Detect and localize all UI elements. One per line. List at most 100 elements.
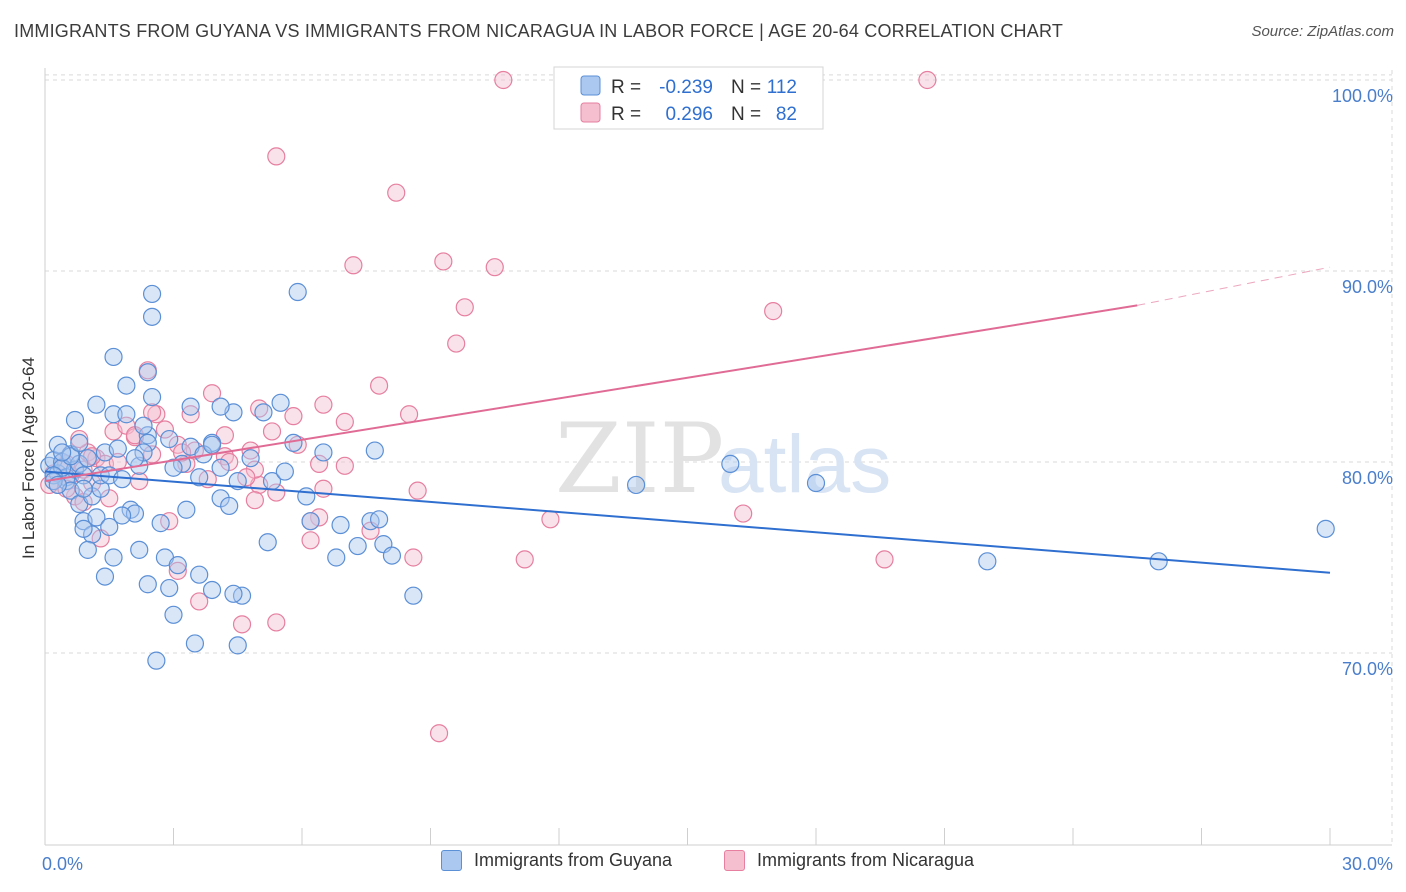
source-label: Source: ZipAtlas.com [1251,23,1394,40]
guyana-point [806,473,826,493]
guyana-point [978,552,997,571]
guyana-point [202,435,222,454]
correlation-legend: R = -0.239 N = 112 R = 0.296 N = 82 [553,66,824,130]
guyana-point [112,506,132,525]
legend-guyana-r-label: R = [611,77,641,98]
nicaragua-point [764,302,783,321]
guyana-point [254,403,273,422]
guyana-point [104,347,123,367]
nicaragua-point [142,403,162,422]
guyana-point [130,540,149,559]
guyana-point [177,500,196,519]
guyana-point [301,512,320,531]
guyana-point [138,426,157,445]
nicaragua-point [434,252,453,271]
legend-nicaragua-r-label: R = [611,104,641,125]
guyana-point [168,556,187,575]
legend-nicaragua-n-label: N = [731,104,761,125]
guyana-point [275,462,294,481]
nicaragua-point [918,70,937,90]
guyana-point [108,439,127,458]
guyana-point [327,548,346,567]
guyana-point [142,284,162,304]
nicaragua-point [335,456,354,475]
chart-title: IMMIGRANTS FROM GUYANA VS IMMIGRANTS FRO… [14,21,1064,41]
guyana-point [164,605,183,624]
guyana-point [78,449,97,468]
nicaragua-point [485,258,504,277]
nicaragua-point [447,334,466,353]
guyana-point [271,393,290,412]
guyana-point [211,458,230,477]
y-axis-label: In Labor Force | Age 20-64 [19,357,38,559]
guyana-point [160,578,179,598]
nicaragua-point [541,510,560,529]
guyana-point [211,397,230,416]
guyana-point [104,548,123,567]
guyana-point [348,536,367,556]
nicaragua-point [515,550,534,569]
y-tick-label: 100.0% [1332,86,1393,106]
watermark: ZIP atlas [555,403,891,515]
x-tick-label: 30.0% [1342,854,1393,874]
guyana-point [190,468,209,487]
guyana-point [74,479,93,498]
guyana-point [365,441,384,460]
x-tick-label: 0.0% [42,854,83,874]
guyana-point [100,517,119,537]
bottom-legend-swatch-guyana [441,850,462,871]
nicaragua-point [70,429,89,449]
nicaragua-point [301,531,320,550]
guyana-point [185,634,205,653]
guyana-point [112,470,132,489]
guyana-point [721,454,740,474]
nicaragua-point [245,491,264,510]
nicaragua-trend-extension [1137,266,1331,306]
guyana-point [70,433,89,452]
nicaragua-point [429,724,449,743]
guyana-point [125,449,145,468]
guyana-point [138,575,157,594]
nicaragua-point [455,298,474,317]
guyana-point [190,565,209,584]
guyana-point [626,475,646,495]
bottom-legend-guyana: Immigrants from Guyana [441,850,672,871]
guyana-point [404,586,423,605]
nicaragua-point [344,256,363,275]
guyana-point [370,510,389,529]
nicaragua-point [387,183,406,202]
guyana-point [117,405,136,424]
y-tick-label: 80.0% [1342,468,1393,488]
bottom-legend-label-guyana: Immigrants from Guyana [474,850,673,870]
nicaragua-point [267,147,286,166]
guyana-point [142,307,162,326]
guyana-point [65,410,85,430]
guyana-point [151,514,170,533]
guyana-point [134,416,153,435]
legend-guyana-n-label: N = [731,77,761,98]
nicaragua-point [310,508,329,527]
nicaragua-point [190,592,209,611]
nicaragua-point [202,384,222,403]
guyana-point [258,533,277,552]
watermark-zip: ZIP [555,403,724,515]
legend-swatch-guyana [580,75,601,96]
guyana-point [288,282,307,302]
nicaragua-point [130,472,149,491]
nicaragua-point [241,441,260,460]
guyana-point [61,447,80,466]
guyana-point [331,515,350,535]
nicaragua-point [108,452,127,472]
guyana-point [241,449,260,468]
nicaragua-point [168,561,187,580]
guyana-point [53,443,72,462]
guyana-point [181,397,200,416]
tick-labels: 70.0% 80.0% 90.0% 100.0% 0.0% 30.0% [42,86,1393,874]
guyana-point [138,433,157,452]
guyana-point [1149,552,1168,571]
nicaragua-point [404,548,423,567]
guyana-trend-line [44,470,1331,574]
guyana-point [78,540,97,559]
legend-swatch-nicaragua [580,102,601,123]
